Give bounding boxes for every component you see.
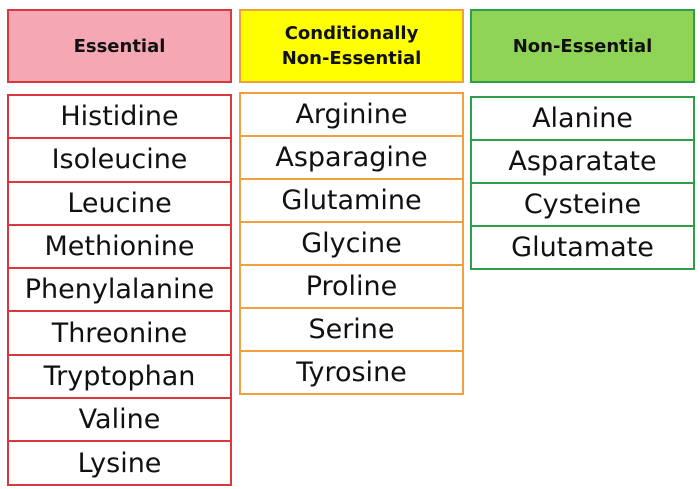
conditional-item: Glycine (241, 223, 462, 266)
essential-list: Histidine Isoleucine Leucine Methionine … (7, 94, 232, 486)
nonessential-header-label: Non-Essential (512, 35, 653, 57)
essential-item: Phenylalanine (9, 269, 230, 313)
conditional-item: Arginine (241, 94, 462, 137)
essential-item: Valine (9, 399, 230, 443)
essential-item: Lysine (9, 442, 230, 486)
essential-item: Histidine (9, 96, 230, 140)
essential-header: Essential (7, 9, 232, 83)
conditional-header-line2: Non-Essential (281, 48, 422, 69)
essential-item: Leucine (9, 183, 230, 226)
conditional-item: Asparagine (241, 137, 462, 180)
nonessential-item: Glutamate (472, 227, 693, 270)
conditional-list: Arginine Asparagine Glutamine Glycine Pr… (239, 92, 464, 395)
conditional-header-line1: Conditionally (284, 23, 419, 44)
conditional-item: Serine (241, 309, 462, 352)
nonessential-item: Asparatate (472, 141, 693, 184)
essential-item: Methionine (9, 226, 230, 270)
nonessential-item: Cysteine (472, 184, 693, 227)
conditional-header: Conditionally Non-Essential (239, 9, 464, 83)
nonessential-list: Alanine Asparatate Cysteine Glutamate (470, 96, 695, 270)
essential-item: Threonine (9, 312, 230, 356)
nonessential-header: Non-Essential (470, 9, 695, 83)
conditional-item: Tyrosine (241, 352, 462, 395)
essential-item: Tryptophan (9, 356, 230, 400)
conditional-item: Proline (241, 266, 462, 309)
nonessential-item: Alanine (472, 98, 693, 141)
essential-header-label: Essential (73, 35, 166, 57)
conditional-item: Glutamine (241, 180, 462, 223)
essential-item: Isoleucine (9, 139, 230, 183)
